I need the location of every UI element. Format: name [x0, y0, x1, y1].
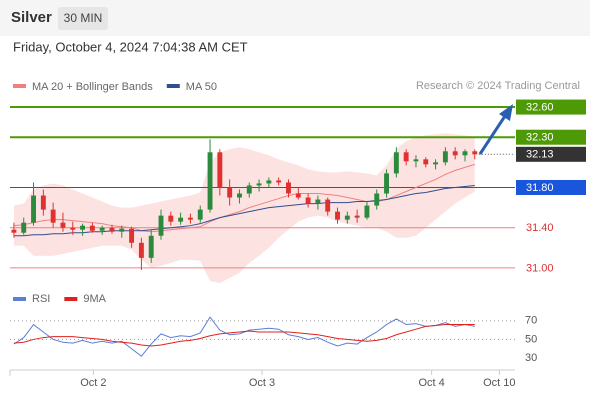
y-tick-label: 70: [525, 315, 537, 327]
bollinger-band: [13, 133, 475, 283]
candle-body: [158, 215, 164, 236]
interval[interactable]: 30 MIN: [64, 11, 103, 25]
last-price-tag: [516, 146, 586, 162]
candle-body: [256, 183, 262, 186]
candle-body: [374, 193, 380, 206]
candle-body: [403, 152, 409, 162]
candle-body: [148, 235, 154, 258]
candle-body: [442, 151, 448, 163]
candle-body: [452, 151, 458, 156]
candle-body: [129, 228, 135, 243]
candle-body: [384, 173, 389, 194]
candle-body: [393, 152, 399, 174]
candle-body: [168, 215, 174, 222]
candle-body: [237, 193, 242, 198]
moving-average: [13, 184, 475, 237]
candle-body: [227, 187, 233, 198]
candle-body: [21, 222, 27, 233]
candle-body: [364, 205, 370, 218]
candle-body: [138, 242, 144, 258]
plot: MA 20 + Bollinger Bands MA 50 32.60 32.30 31…: [10, 81, 586, 389]
level-label: 32.30: [526, 132, 554, 144]
interval-pill[interactable]: [58, 7, 108, 30]
candle-body: [187, 217, 193, 220]
y-tick-label: 50: [525, 333, 537, 345]
level-label: 31.00: [526, 262, 554, 274]
candle-body: [335, 211, 340, 220]
candle-body: [286, 182, 291, 194]
level-tag: [516, 99, 586, 115]
candle-body: [119, 228, 125, 232]
legend-label: MA 20 + Bollinger Bands: [32, 81, 153, 93]
candle-body: [217, 152, 223, 188]
legend-swatch: [13, 297, 26, 301]
x-tick-label: Oct 4: [419, 377, 445, 389]
candle-body: [40, 195, 46, 210]
candle-body: [315, 199, 321, 204]
last-price-label: 32.13: [526, 149, 554, 161]
level-label: 32.60: [526, 101, 554, 113]
x-tick-label: Oct 2: [80, 377, 106, 389]
candle-body: [276, 180, 282, 183]
forecast-arrow: [478, 115, 507, 155]
candle-body: [31, 195, 36, 223]
candle-body: [197, 209, 203, 220]
legend-swatch: [166, 84, 180, 88]
candle-body: [325, 199, 331, 212]
candle-body: [295, 193, 301, 198]
datetime: Friday, October 4, 2024 7:04:38 AM CET: [13, 39, 248, 54]
candle-body: [60, 222, 66, 228]
candle-body: [11, 229, 17, 233]
candle-body: [178, 217, 184, 222]
candle-body: [50, 209, 56, 223]
candle-body: [305, 197, 311, 204]
candle-body: [433, 162, 439, 165]
candle-body: [70, 227, 76, 230]
candle-body: [462, 151, 468, 156]
level-label: 31.40: [526, 222, 554, 234]
candle-body: [80, 225, 86, 230]
level-tag: [516, 179, 586, 195]
candle-body: [423, 159, 429, 165]
rsi-line: [13, 316, 475, 357]
legend-label: RSI: [32, 293, 50, 305]
legend-label: MA 50: [186, 81, 217, 93]
x-tick-label: Oct 3: [249, 377, 275, 389]
level-label: 31.80: [526, 182, 554, 194]
level-tag: [516, 129, 586, 145]
candle-body: [89, 225, 95, 231]
candle-body: [207, 152, 213, 210]
moving-average: [13, 163, 475, 233]
candle-body: [472, 151, 478, 155]
rsi-line: [13, 324, 475, 347]
x-tick-label: Oct 10: [483, 377, 515, 389]
candle-body: [246, 185, 252, 194]
y-tick-label: 30: [525, 352, 537, 364]
legend-label: 9MA: [83, 293, 106, 305]
legend-swatch: [64, 297, 78, 301]
candle-body: [344, 215, 350, 220]
legend-swatch: [13, 84, 26, 88]
candle-body: [266, 180, 272, 184]
candle-body: [109, 227, 115, 232]
symbol: Silver: [11, 9, 52, 26]
forecast-arrowhead: [499, 104, 513, 121]
candle-body: [413, 159, 419, 162]
candle-body: [354, 215, 360, 218]
candle-body: [99, 227, 105, 231]
watermark: Research © 2024 Trading Central: [416, 80, 580, 92]
